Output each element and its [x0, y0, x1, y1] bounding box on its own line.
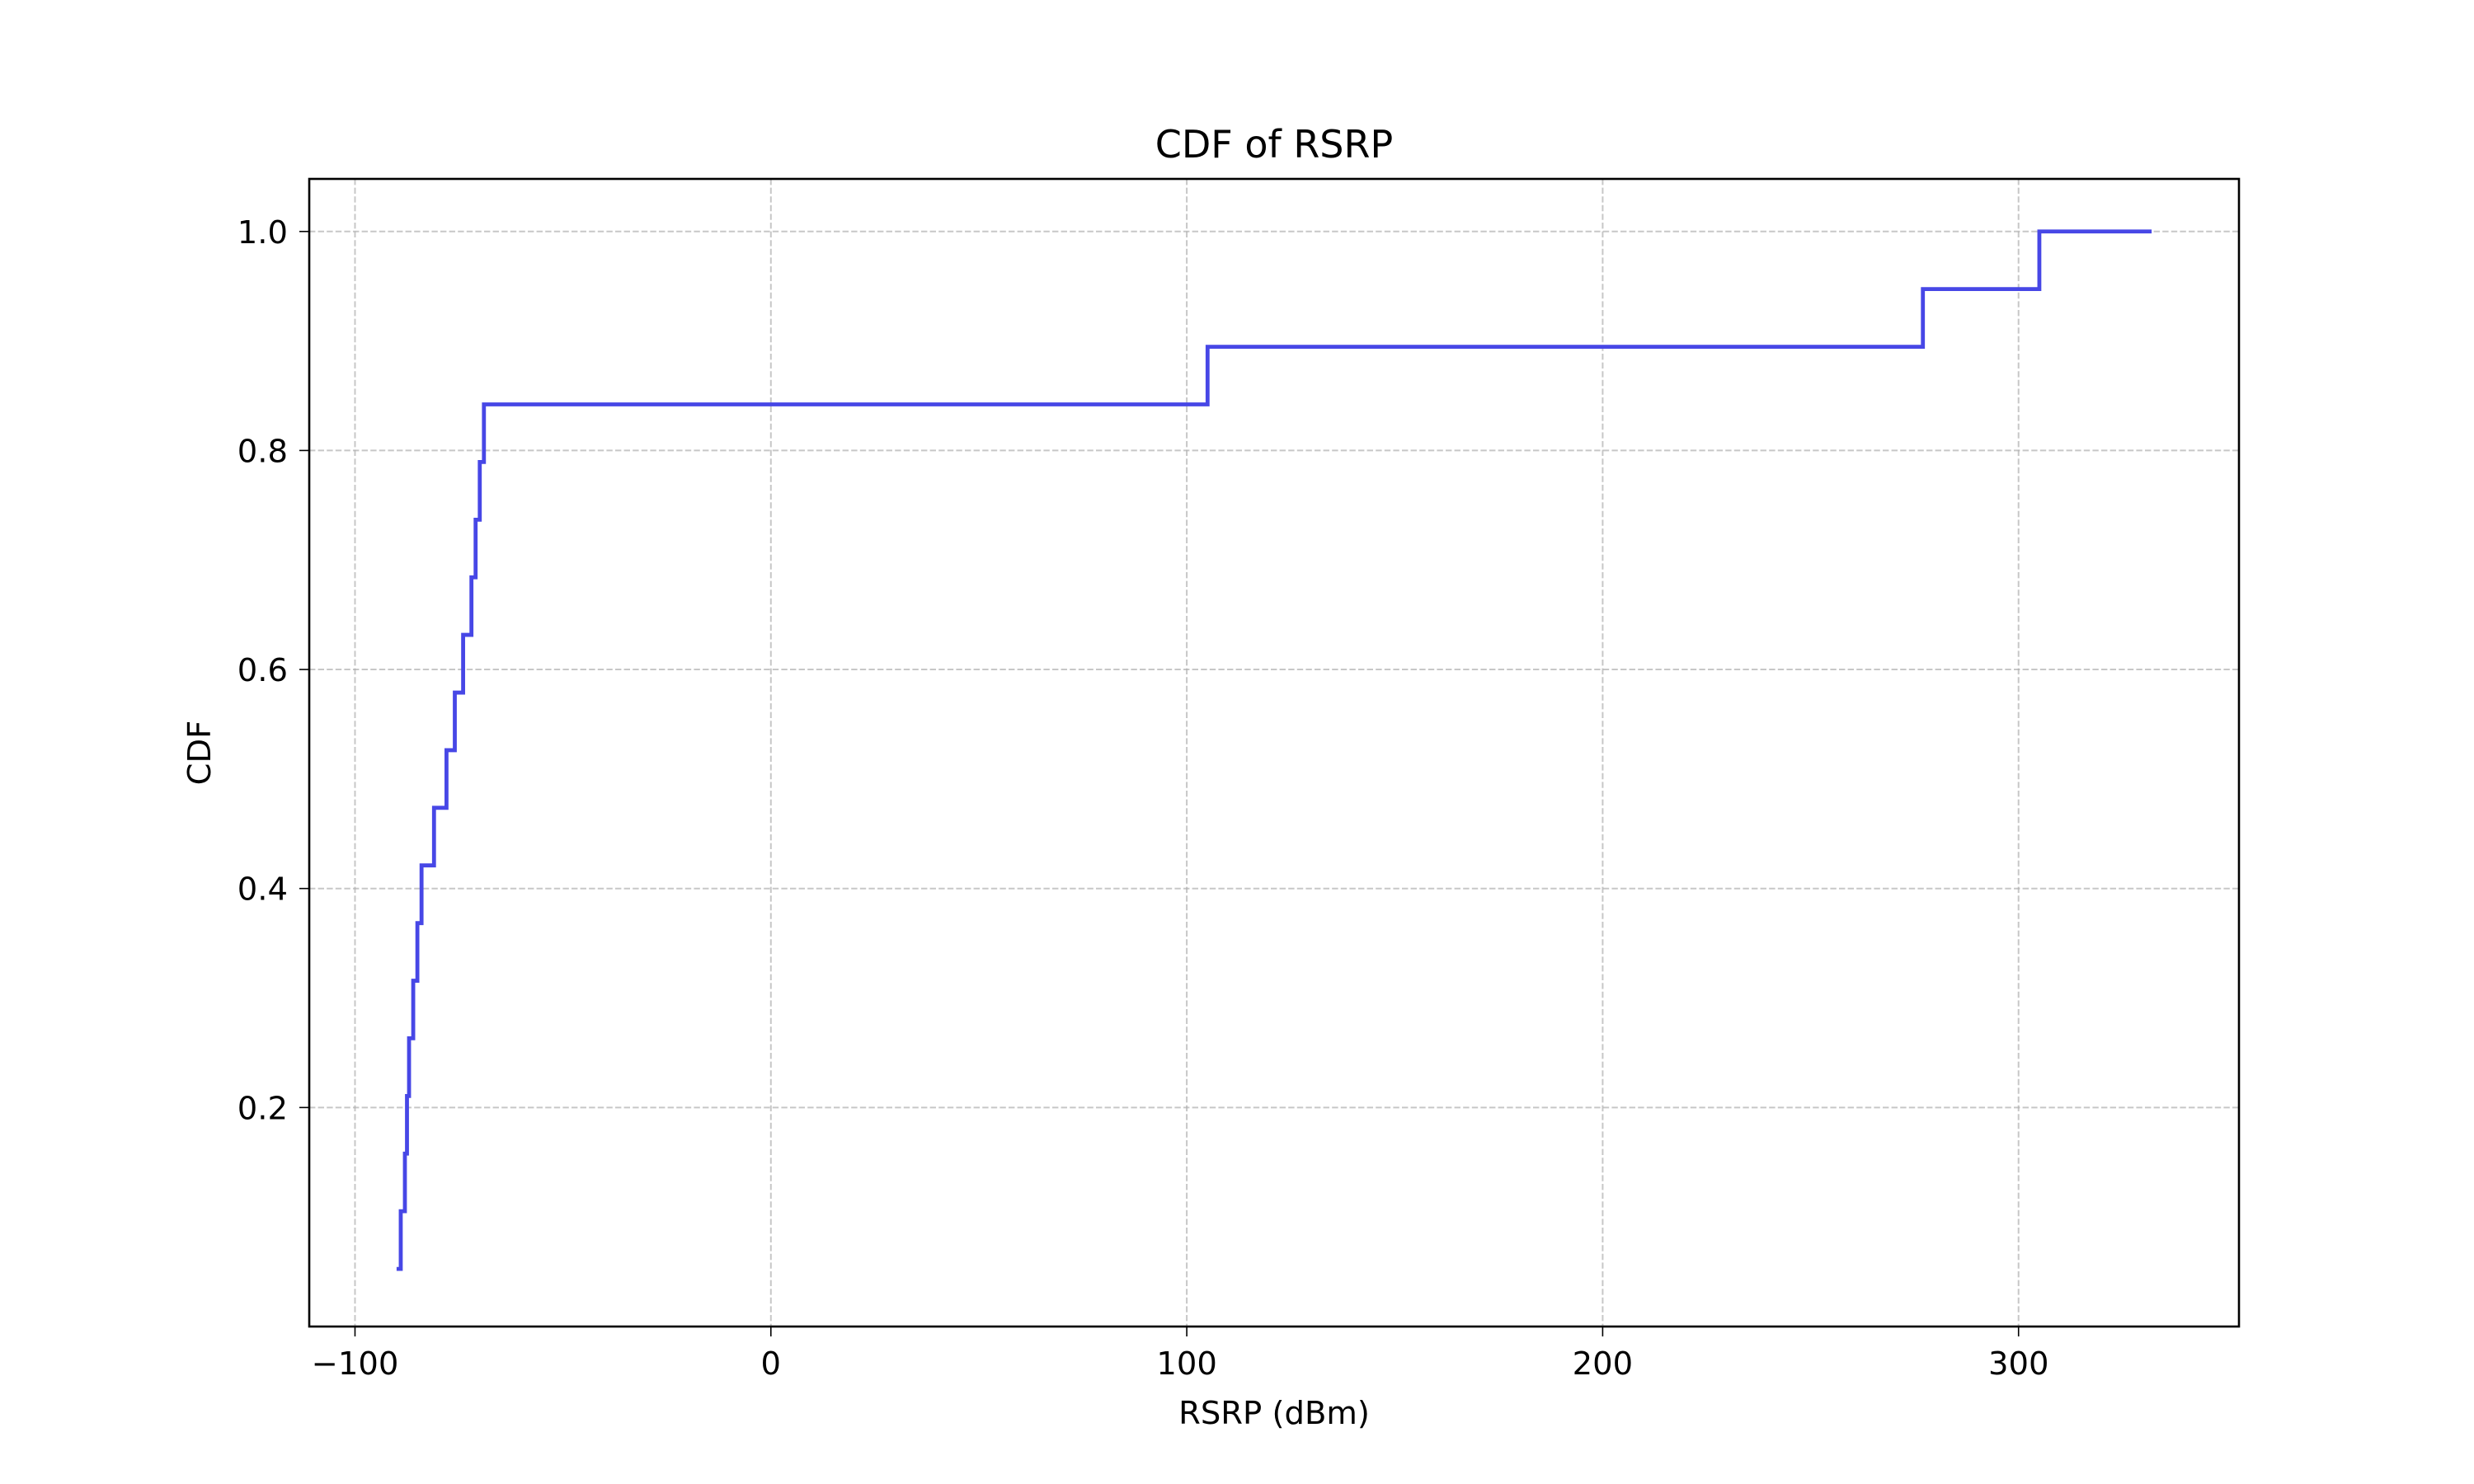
x-tick-label: 200 [1573, 1345, 1634, 1383]
x-tick-label: 100 [1156, 1345, 1217, 1383]
x-tick-label: 0 [761, 1345, 782, 1383]
x-tick-label: −100 [312, 1345, 399, 1383]
x-tick-label: 300 [1988, 1345, 2049, 1383]
y-tick-label: 0.4 [238, 871, 288, 909]
x-axis-title: RSRP (dBm) [1178, 1395, 1370, 1432]
cdf-step-line [396, 229, 2152, 1271]
x-axis: −100 0 100 200 300 [312, 1327, 2049, 1383]
y-tick-label: 1.0 [238, 214, 288, 251]
chart-title: CDF of RSRP [1155, 122, 1393, 167]
y-axis-title: CDF [181, 721, 219, 786]
y-tick-label: 0.6 [238, 652, 288, 689]
plot-frame [308, 177, 2241, 1328]
grid [309, 179, 2239, 1327]
plot-background [309, 179, 2239, 1327]
plot-area [308, 177, 2241, 1328]
y-tick-label: 0.8 [238, 433, 288, 470]
y-axis: 0.2 0.4 0.6 0.8 1.0 [238, 214, 309, 1127]
series-layer [396, 229, 2152, 1271]
y-tick-label: 0.2 [238, 1090, 288, 1127]
